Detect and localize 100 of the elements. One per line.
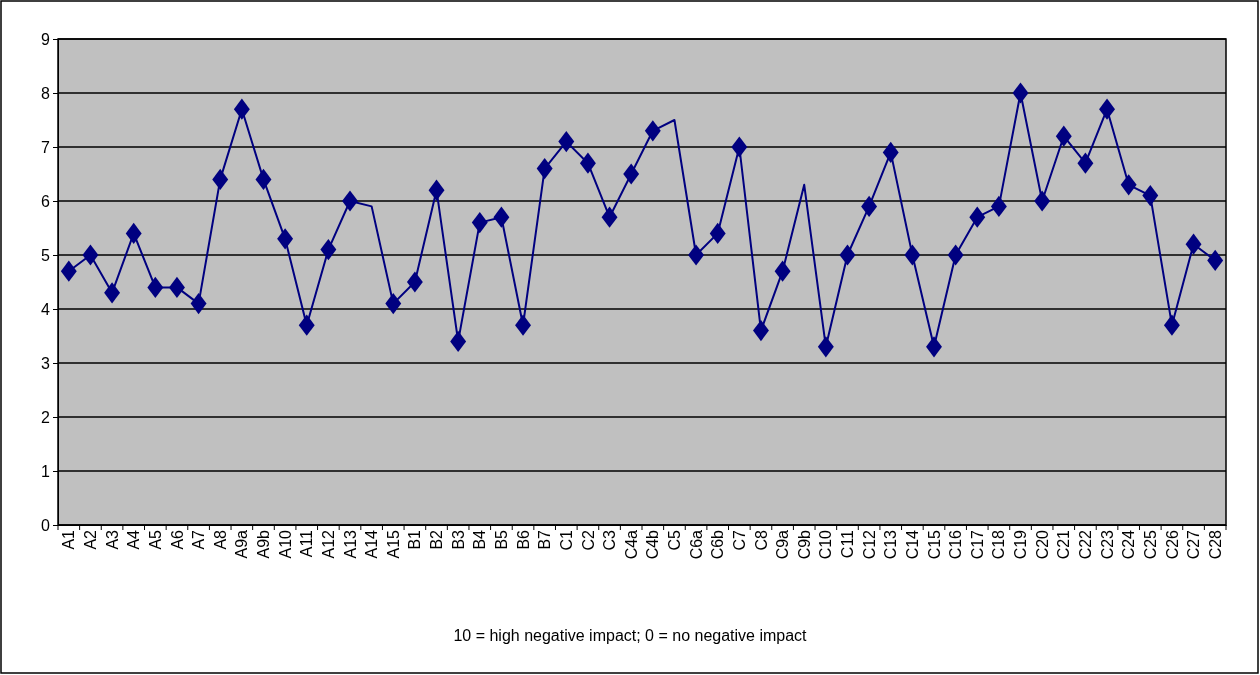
x-tick-label: C8 [752,529,770,551]
x-tick-label: A2 [82,529,100,550]
x-tick-label: C15 [925,529,943,560]
x-tick-label: C11 [839,529,857,559]
point [774,260,791,282]
x-tick-label: C16 [947,529,965,560]
x-tick-label: C18 [990,529,1008,560]
y-tick-label: 9 [41,30,51,48]
point [298,314,315,336]
x-tick-label: A13 [341,529,359,559]
x-tick-label: A5 [146,529,164,550]
point [493,206,510,228]
point [731,136,748,158]
x-tick-label: B3 [449,529,467,550]
x-tick-label: B6 [514,529,532,550]
point [104,282,121,304]
x-tick-label: A4 [125,529,143,550]
x-tick-label: C22 [1077,529,1095,560]
point [212,168,229,191]
point [947,244,964,266]
y-tick-label: 3 [41,354,51,372]
point [428,179,445,201]
point [60,260,77,282]
point [904,244,921,266]
x-tick-label: C27 [1185,529,1203,560]
point [233,98,250,120]
x-tick-label: C9a [774,529,792,560]
x-tick-label: C25 [1141,529,1159,560]
x-tick-label: C1 [557,529,575,551]
x-tick-label: A11 [298,529,316,558]
x-tick-label: A9a [233,529,251,559]
point [1185,233,1202,255]
x-tick-label: C5 [666,529,684,551]
x-tick-label: C7 [730,529,748,551]
point [515,314,531,336]
point [471,211,488,234]
point [817,336,834,358]
point [623,163,640,185]
x-tick-label: C6b [709,529,727,560]
point [1012,82,1029,104]
point [1034,190,1051,212]
y-tick-label: 4 [41,300,51,318]
point [882,141,899,164]
y-tick-label: 5 [41,246,51,264]
y-tick-label: 0 [41,516,51,534]
point [688,244,705,266]
point [601,206,618,228]
x-tick-label: C23 [1098,529,1116,560]
y-tick-label: 7 [41,138,51,156]
point [839,244,856,266]
point [558,130,575,153]
x-tick-label: B4 [471,529,489,550]
point [1055,125,1072,147]
x-tick-label: C17 [968,529,986,560]
point [990,195,1007,218]
point [1163,314,1180,336]
x-tick-label: C3 [601,529,619,551]
point [536,157,553,180]
point [1077,152,1094,174]
point [125,222,142,245]
x-tick-label: C19 [1012,529,1030,560]
x-tick-label: B2 [428,529,446,550]
point [450,330,467,353]
point [255,168,272,191]
point [277,228,294,250]
x-tick-label: A10 [276,529,294,559]
x-tick-label: C26 [1163,529,1181,560]
x-tick-label: C4b [644,529,662,560]
point [969,206,986,228]
x-tick-label: C14 [903,529,921,560]
y-tick-label: 8 [41,84,51,102]
x-tick-label: C10 [817,529,835,560]
point [926,336,942,358]
point [385,292,402,315]
x-tick-label: C21 [1055,529,1073,560]
x-tick-label: A12 [319,529,337,559]
x-tick-label: C4a [622,529,640,560]
point [1207,249,1224,272]
point [147,276,164,299]
x-tick-label: A1 [60,529,78,550]
x-tick-label: C28 [1206,529,1224,560]
x-tick-label: C13 [882,529,900,560]
point [1142,184,1159,207]
x-tick-label: A8 [211,529,229,550]
x-tick-label: A14 [363,529,381,559]
x-tick-label: C6a [687,529,705,560]
point [320,238,337,261]
point [406,271,423,293]
x-tick-label: B1 [406,529,424,550]
x-tick-label: A7 [190,529,208,550]
x-tick-label: A6 [168,529,186,550]
x-tick-label: C20 [1033,529,1051,560]
x-tick-label: A15 [384,529,402,559]
x-tick-label: C9b [795,529,813,560]
point [709,222,726,245]
y-tick-label: 6 [41,192,51,210]
point [861,195,878,218]
point [190,292,207,315]
point [82,244,99,266]
point [1099,98,1115,120]
